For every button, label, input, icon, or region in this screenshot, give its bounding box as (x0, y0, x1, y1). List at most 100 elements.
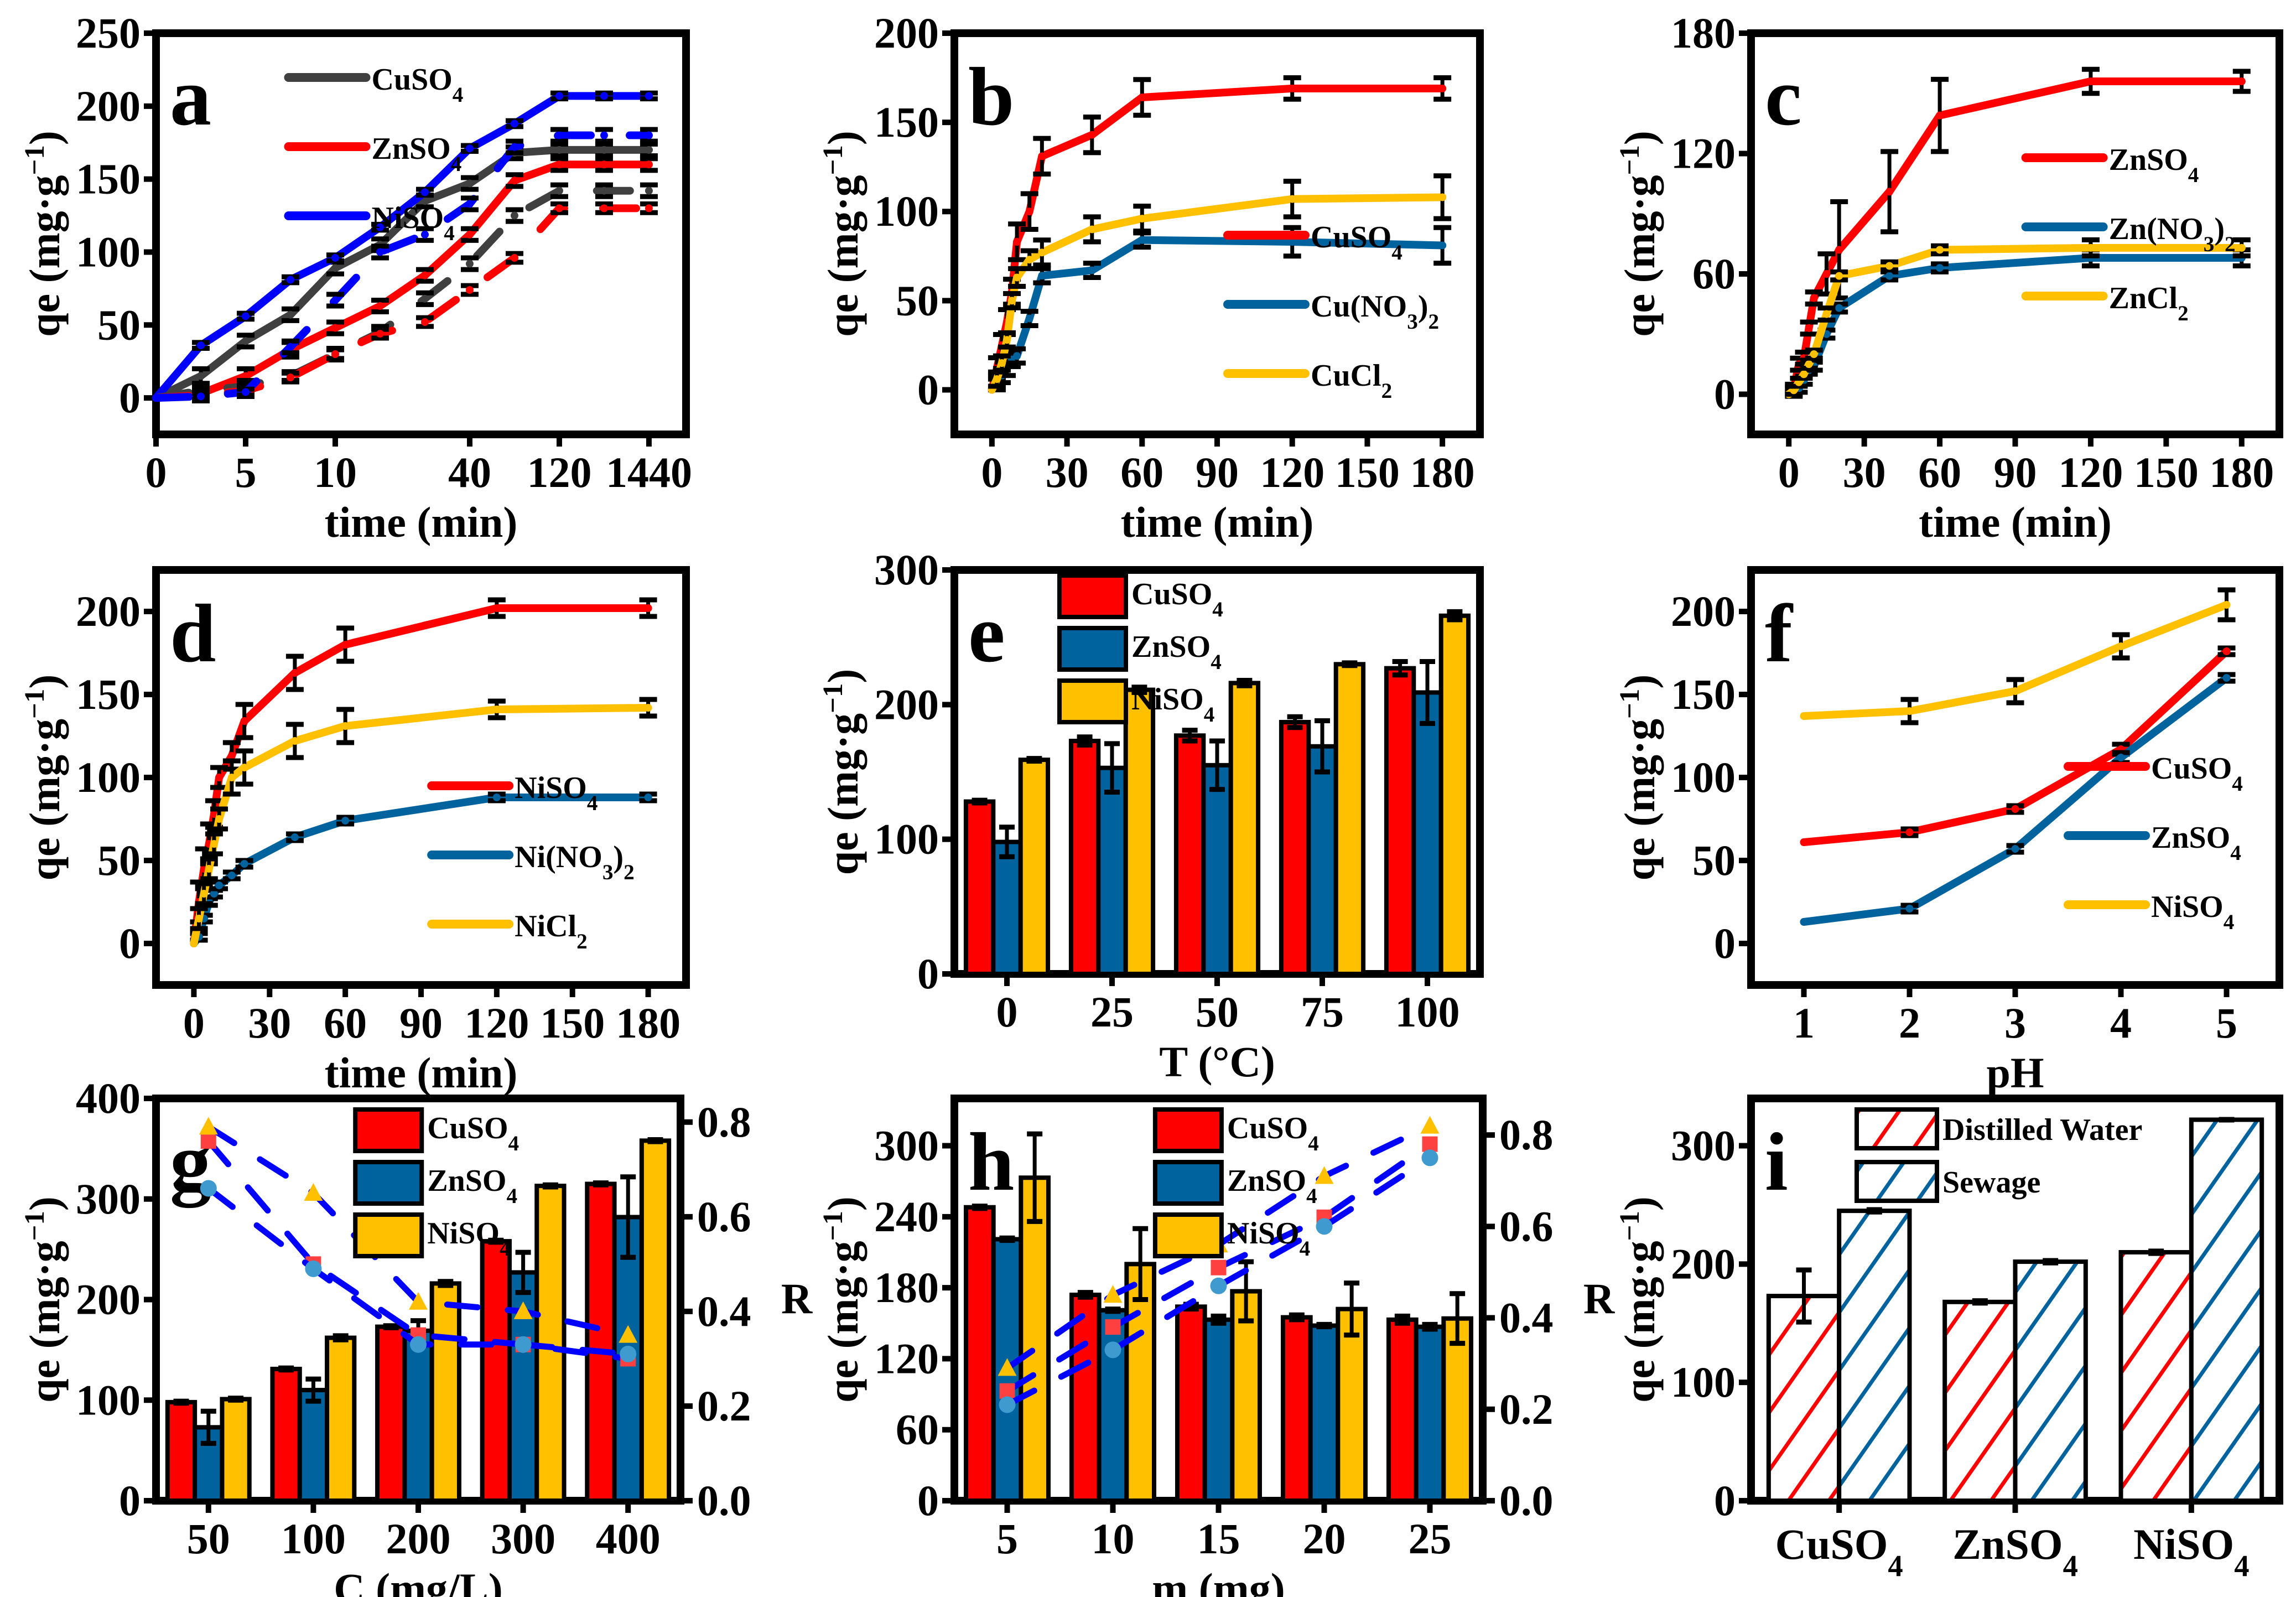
data-point (1438, 84, 1447, 92)
data-point (290, 737, 299, 745)
data-point (1288, 195, 1296, 203)
legend-label: Cu(NO3)2 (1311, 289, 1439, 334)
y-tick-label: 200 (1671, 587, 1736, 635)
r-marker-triangle (998, 1358, 1017, 1376)
data-point (196, 392, 205, 401)
data-point (465, 200, 474, 208)
bar (585, 1181, 617, 1503)
x-axis-title: time (min) (325, 1049, 518, 1097)
bar (1175, 1304, 1207, 1503)
x-tick-label: 180 (2209, 448, 2274, 496)
x-tick-label: 150 (540, 999, 605, 1047)
y-tick-label: 240 (874, 1192, 939, 1241)
series-znso4 (152, 156, 658, 403)
legend-label: Ni(NO3)2 (515, 840, 634, 884)
series-cuso4 (152, 141, 658, 402)
bar (1333, 662, 1366, 977)
series-niso4-dashed- (152, 127, 658, 402)
data-point (1138, 215, 1146, 223)
y-tick-label: 120 (1671, 129, 1736, 178)
y-tick-label: 0 (1714, 1476, 1736, 1525)
data-point (1013, 238, 1021, 246)
bar (1942, 1299, 2018, 1503)
x-tick-label: 150 (1335, 448, 1400, 496)
x-tick-label: 3 (2004, 999, 2026, 1047)
y-tick-label: 0 (917, 365, 939, 413)
y-tick-label: 100 (76, 753, 141, 801)
r-marker-circle (305, 1260, 322, 1277)
panel-letter: f (1765, 588, 1794, 680)
data-point (227, 872, 236, 879)
data-point (492, 604, 501, 612)
x-tick-label: 150 (2134, 448, 2199, 496)
x-tick-label: 1440 (606, 448, 692, 496)
x-tick-label: NiSO4 (2133, 1520, 2249, 1583)
y-axis-title: qe (mg·g−1) (817, 131, 867, 337)
legend-label: ZnSO4 (2151, 821, 2241, 865)
y-tick-label: 400 (76, 1074, 141, 1122)
data-point (286, 310, 294, 319)
bar (1068, 739, 1101, 976)
legend-swatch (353, 1160, 424, 1206)
bar (325, 1335, 357, 1503)
y-tick-label: 100 (1671, 753, 1736, 801)
y-tick-label: 100 (874, 187, 939, 235)
data-point (510, 254, 518, 262)
y2-tick-label: 0.4 (697, 1287, 751, 1335)
y-tick-label: 0 (119, 374, 141, 422)
x-tick-label: 5 (235, 448, 256, 496)
panel-letter: b (968, 51, 1014, 143)
legend: CuSO4 Cu(NO3)2 CuCl2 (1223, 220, 1439, 403)
data-point (1038, 272, 1046, 280)
data-point (644, 794, 652, 801)
data-point (555, 186, 563, 195)
x-tick-label: 40 (448, 448, 491, 496)
legend-label: ZnSO4 (2109, 143, 2199, 187)
data-point (420, 188, 429, 196)
series-niso4 (152, 90, 658, 402)
legend-label: ZnSO4 (1227, 1164, 1317, 1208)
data-point (1810, 350, 1818, 358)
data-point (645, 186, 653, 195)
r-marker-circle (999, 1396, 1016, 1413)
y-axis-title: qe (mg·g−1) (817, 1196, 867, 1403)
y-tick-label: 200 (874, 680, 939, 728)
data-point (510, 143, 518, 151)
y-tick-label: 300 (1671, 1122, 1736, 1170)
data-point (465, 144, 474, 153)
data-point (600, 186, 608, 195)
data-point (1138, 94, 1146, 101)
legend-label: CuSO4 (372, 63, 464, 107)
y-tick-label: 300 (874, 546, 939, 594)
data-point (1088, 225, 1096, 234)
data-point (510, 120, 518, 128)
data-point (210, 890, 218, 898)
bar (1281, 1315, 1313, 1503)
data-point (600, 160, 608, 169)
data-point (1800, 918, 1808, 926)
y-tick-label: 100 (76, 1376, 141, 1424)
y-tick-label: 100 (874, 815, 939, 863)
data-point (1885, 262, 1894, 270)
panel-letter: c (1765, 51, 1802, 143)
y-tick-label: 50 (1692, 836, 1736, 884)
data-point (196, 341, 205, 350)
y-tick-label: 50 (97, 836, 141, 884)
data-point (290, 669, 299, 677)
data-point (465, 230, 474, 238)
data-point (420, 271, 429, 279)
series-line (1785, 254, 2246, 398)
data-point (331, 350, 339, 358)
x-axis-title: C (mg/L) (334, 1564, 502, 1597)
r-marker-circle (200, 1180, 217, 1197)
legend-swatch (1057, 626, 1128, 672)
x-tick-label: 100 (1395, 988, 1460, 1036)
x-tick-label: 50 (1196, 988, 1239, 1036)
r-marker-square (1211, 1259, 1227, 1275)
r-marker-square (1105, 1319, 1121, 1335)
series-cuso4 (1800, 645, 2236, 846)
data-point (1805, 360, 1813, 369)
data-point (152, 394, 160, 402)
legend-label: Distilled Water (1942, 1113, 2142, 1147)
data-point (492, 794, 501, 801)
